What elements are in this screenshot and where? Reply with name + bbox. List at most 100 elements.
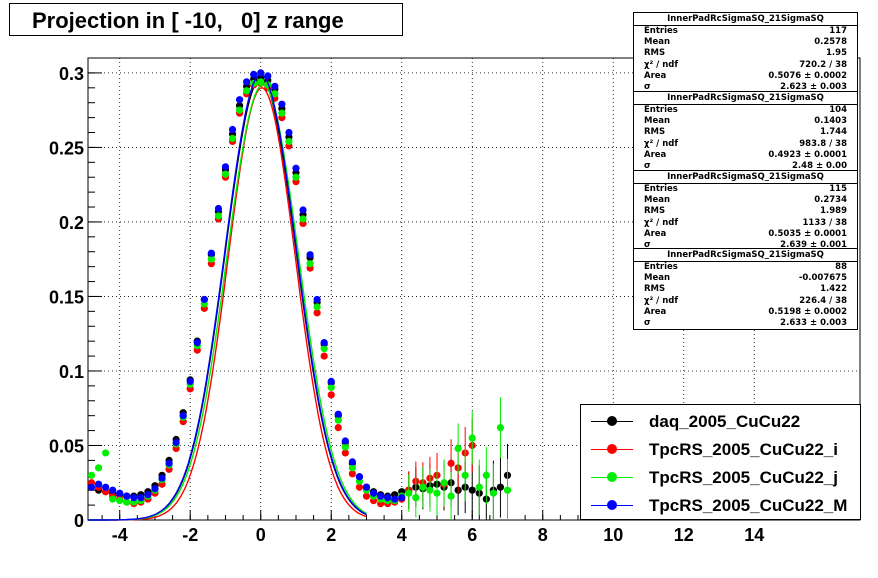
data-point	[384, 494, 392, 502]
data-point	[327, 391, 335, 399]
legend: daq_2005_CuCu22 TpcRS_2005_CuCu22_i TpcR…	[580, 404, 861, 520]
stats-box: InnerPadRcSigmaSQ_21SigmaSQ Entries 104 M…	[633, 91, 858, 174]
legend-entry: daq_2005_CuCu22	[581, 407, 860, 436]
data-point	[172, 438, 180, 447]
data-point	[250, 70, 258, 78]
data-point	[207, 249, 215, 257]
stats-row: σ 2.639 ± 0.001	[634, 240, 857, 251]
y-tick-label: 0.05	[49, 436, 84, 456]
data-point	[299, 215, 307, 223]
stats-value: 2.623 ± 0.003	[780, 81, 847, 92]
data-point	[235, 96, 244, 104]
stats-row: Mean 0.2578	[634, 37, 857, 48]
data-point	[94, 480, 103, 488]
data-point	[193, 339, 201, 347]
legend-marker	[581, 407, 643, 436]
y-tick-label: 0.25	[49, 138, 84, 158]
x-tick-label: 8	[538, 525, 548, 545]
stats-row: Entries 117	[634, 26, 857, 37]
stats-key: σ	[644, 81, 651, 92]
stats-key: RMS	[644, 127, 666, 138]
data-point	[165, 459, 173, 467]
stats-row: σ 2.623 ± 0.003	[634, 82, 857, 93]
stats-value: 2.639 ± 0.001	[780, 239, 847, 250]
data-point	[496, 483, 505, 491]
stats-box: InnerPadRcSigmaSQ_21SigmaSQ Entries 115 M…	[633, 170, 858, 253]
data-point	[285, 137, 293, 146]
data-point	[186, 377, 194, 385]
data-point	[341, 443, 349, 451]
legend-label: TpcRS_2005_CuCu22_M	[649, 495, 848, 515]
stats-key: Mean	[644, 116, 671, 127]
y-tick-label: 0.1	[59, 362, 84, 382]
data-point	[102, 483, 110, 491]
stats-key: Area	[644, 70, 667, 81]
legend-entry: TpcRS_2005_CuCu22_j	[581, 463, 860, 492]
data-point	[376, 492, 385, 500]
y-tick-label: 0.15	[49, 287, 84, 307]
stats-value: 115	[829, 184, 847, 194]
stats-key: RMS	[644, 284, 666, 295]
stats-row: Entries 115	[634, 184, 857, 195]
stats-row: Area 0.5198 ± 0.0002	[634, 307, 857, 318]
stats-value: 1.95	[826, 48, 847, 59]
stats-title: InnerPadRcSigmaSQ_21SigmaSQ	[634, 13, 857, 26]
legend-label: TpcRS_2005_CuCu22_i	[649, 439, 838, 459]
stats-key: Area	[644, 149, 667, 160]
data-point	[102, 449, 110, 457]
data-point	[278, 109, 286, 117]
data-point	[475, 483, 483, 491]
stats-value: 720.2 / 38	[799, 59, 847, 70]
x-tick-label: -2	[182, 525, 198, 545]
stats-row: χ² / ndf 1133 / 38	[634, 218, 857, 229]
x-tick-label: 14	[744, 525, 764, 545]
data-point	[454, 444, 462, 453]
fit-curve	[88, 73, 367, 521]
stats-key: Mean	[644, 273, 671, 284]
stats-value: 0.2578	[814, 37, 847, 48]
data-point	[419, 483, 427, 491]
data-point	[489, 489, 497, 497]
stats-key: Entries	[644, 26, 678, 36]
data-point	[151, 485, 159, 493]
data-point	[243, 87, 251, 95]
stats-value: 1.989	[820, 206, 847, 217]
legend-marker	[581, 463, 643, 492]
stats-value: 88	[835, 262, 847, 272]
legend-label: TpcRS_2005_CuCu22_j	[649, 467, 838, 487]
data-point	[391, 495, 399, 503]
data-point	[503, 486, 512, 494]
stats-value: 1.422	[820, 284, 847, 295]
data-point	[320, 352, 328, 360]
data-point	[306, 260, 314, 268]
data-point	[214, 212, 223, 220]
x-tick-label: 10	[603, 525, 623, 545]
x-tick-label: 2	[326, 525, 336, 545]
y-tick-label: 0.3	[59, 64, 84, 84]
stats-row: RMS 1.744	[634, 127, 857, 138]
stats-value: 983.8 / 38	[799, 138, 847, 149]
stats-row: Area 0.4923 ± 0.0001	[634, 150, 857, 161]
data-point	[123, 498, 131, 506]
data-point	[362, 483, 371, 491]
data-point	[299, 206, 307, 214]
stats-key: χ² / ndf	[644, 138, 679, 149]
x-tick-label: 4	[397, 525, 407, 545]
stats-value: 0.1403	[814, 116, 847, 127]
stats-key: χ² / ndf	[644, 217, 679, 228]
stats-key: RMS	[644, 206, 666, 217]
stats-row: χ² / ndf 983.8 / 38	[634, 139, 857, 150]
stats-row: RMS 1.989	[634, 206, 857, 217]
data-point	[412, 494, 420, 502]
x-tick-label: 6	[467, 525, 477, 545]
stats-key: Entries	[644, 105, 678, 115]
stats-box: InnerPadRcSigmaSQ_21SigmaSQ Entries 117 M…	[633, 12, 858, 95]
stats-key: Entries	[644, 184, 678, 194]
stats-value: 0.2734	[814, 195, 847, 206]
data-point	[440, 479, 448, 487]
data-point	[264, 72, 272, 80]
data-point	[426, 486, 434, 494]
data-point	[158, 474, 166, 482]
stats-row: χ² / ndf 720.2 / 38	[634, 60, 857, 71]
stats-box: InnerPadRcSigmaSQ_21SigmaSQ Entries 88 Me…	[633, 248, 858, 331]
